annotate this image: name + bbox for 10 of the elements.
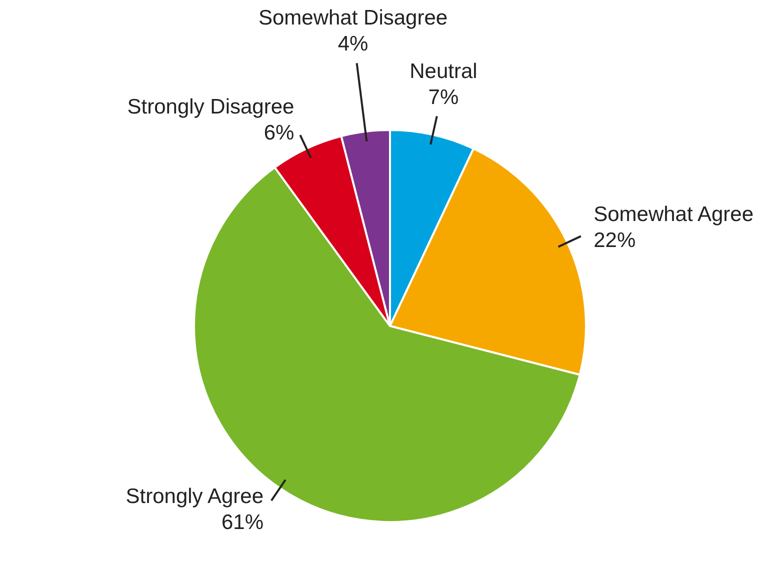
- data-label: 6%: [264, 121, 294, 144]
- slice-label: Neutral: [410, 60, 478, 83]
- slice-label: Strongly Disagree: [127, 95, 294, 118]
- slice-label: Somewhat Disagree: [258, 6, 448, 30]
- data-label: 4%: [338, 32, 368, 56]
- data-label: 7%: [428, 86, 459, 109]
- slice-label: Strongly Agree: [126, 485, 264, 508]
- data-label: 61%: [222, 511, 264, 534]
- slice-label: Somewhat Agree: [594, 203, 754, 226]
- data-label: 22%: [594, 229, 636, 252]
